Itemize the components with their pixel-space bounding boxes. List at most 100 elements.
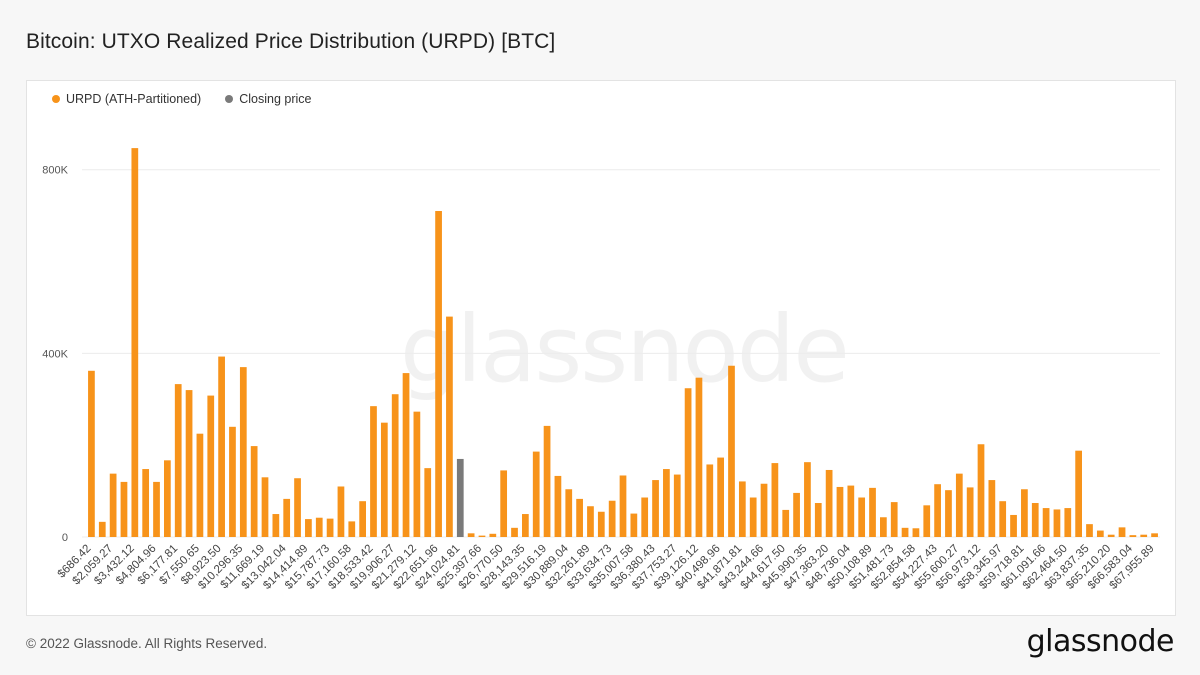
bar-35[interactable] — [467, 533, 475, 537]
bar-25[interactable] — [359, 501, 366, 537]
bar-32[interactable] — [435, 211, 442, 537]
bar-17[interactable] — [272, 514, 280, 537]
bar-73[interactable] — [880, 517, 887, 537]
bar-41[interactable] — [532, 451, 540, 537]
bar-3[interactable] — [120, 481, 128, 537]
bar-87[interactable] — [1031, 503, 1039, 537]
bar-13[interactable] — [229, 426, 236, 537]
bar-6[interactable] — [153, 481, 160, 537]
bar-72[interactable] — [869, 487, 876, 537]
bar-36[interactable] — [478, 535, 486, 537]
bar-96[interactable] — [1129, 535, 1137, 537]
bar-29[interactable] — [402, 373, 410, 537]
bar-2[interactable] — [109, 473, 117, 537]
bar-24[interactable] — [348, 521, 356, 537]
bar-91[interactable] — [1075, 450, 1082, 537]
bar-23[interactable] — [337, 486, 345, 537]
bar-98[interactable] — [1151, 533, 1158, 537]
closing-price-bar[interactable] — [456, 458, 464, 537]
bar-53[interactable] — [663, 469, 670, 537]
bar-90[interactable] — [1064, 508, 1072, 537]
bar-16[interactable] — [261, 477, 269, 537]
bar-44[interactable] — [565, 489, 573, 537]
bar-8[interactable] — [174, 384, 182, 537]
bar-31[interactable] — [424, 468, 432, 537]
bar-83[interactable] — [988, 480, 996, 537]
bar-18[interactable] — [283, 498, 291, 537]
bar-56[interactable] — [695, 377, 703, 537]
bar-14[interactable] — [239, 367, 247, 537]
bar-93[interactable] — [1096, 530, 1104, 537]
bar-82[interactable] — [977, 444, 985, 537]
bar-81[interactable] — [966, 487, 974, 537]
bar-74[interactable] — [890, 502, 898, 537]
bar-48[interactable] — [608, 500, 616, 537]
bar-33[interactable] — [446, 316, 453, 537]
bar-5[interactable] — [142, 469, 150, 537]
bar-43[interactable] — [554, 475, 562, 537]
bar-12[interactable] — [218, 356, 225, 537]
bar-51[interactable] — [641, 497, 649, 537]
legend-item-closing-price[interactable]: Closing price — [225, 92, 311, 106]
bar-70[interactable] — [847, 485, 855, 537]
bar-22[interactable] — [326, 518, 334, 537]
legend-item-urpd[interactable]: URPD (ATH-Partitioned) — [52, 92, 201, 106]
bar-9[interactable] — [185, 390, 193, 537]
bar-71[interactable] — [858, 497, 866, 537]
bar-57[interactable] — [706, 464, 714, 537]
bar-66[interactable] — [804, 462, 811, 537]
bar-55[interactable] — [684, 388, 692, 537]
bar-75[interactable] — [901, 527, 909, 537]
bar-62[interactable] — [760, 483, 768, 537]
bar-15[interactable] — [250, 446, 258, 537]
bar-54[interactable] — [673, 474, 681, 537]
bar-84[interactable] — [999, 501, 1007, 537]
bar-88[interactable] — [1042, 508, 1050, 537]
bar-65[interactable] — [793, 492, 800, 537]
bar-63[interactable] — [771, 463, 779, 537]
bar-76[interactable] — [912, 528, 920, 537]
bar-42[interactable] — [543, 425, 551, 537]
bar-80[interactable] — [955, 473, 963, 537]
bar-4[interactable] — [131, 148, 139, 538]
bar-28[interactable] — [391, 394, 399, 537]
bar-64[interactable] — [782, 509, 790, 537]
bar-27[interactable] — [380, 422, 388, 537]
bar-89[interactable] — [1053, 509, 1061, 537]
footer-logo[interactable]: glassnode — [1026, 624, 1175, 659]
bar-52[interactable] — [652, 480, 659, 537]
bar-61[interactable] — [749, 497, 757, 537]
bar-59[interactable] — [728, 365, 735, 537]
bar-26[interactable] — [370, 406, 377, 537]
bar-69[interactable] — [836, 486, 844, 537]
bar-67[interactable] — [814, 503, 822, 537]
bar-0[interactable] — [88, 370, 95, 537]
bar-97[interactable] — [1140, 534, 1148, 537]
bar-38[interactable] — [500, 470, 508, 537]
bar-21[interactable] — [315, 517, 323, 537]
bar-49[interactable] — [619, 475, 627, 537]
bar-10[interactable] — [196, 433, 204, 537]
bar-58[interactable] — [717, 457, 724, 537]
bar-11[interactable] — [207, 395, 215, 537]
bar-20[interactable] — [305, 519, 312, 537]
bar-30[interactable] — [413, 411, 421, 537]
bar-39[interactable] — [511, 527, 518, 537]
bar-50[interactable] — [630, 513, 638, 537]
bar-85[interactable] — [1010, 514, 1017, 537]
bar-7[interactable] — [164, 460, 171, 537]
bar-47[interactable] — [597, 511, 605, 537]
bar-68[interactable] — [825, 469, 833, 537]
bar-95[interactable] — [1118, 527, 1126, 537]
bar-94[interactable] — [1107, 534, 1115, 537]
bar-37[interactable] — [489, 533, 497, 537]
bar-86[interactable] — [1021, 489, 1028, 537]
bar-46[interactable] — [587, 506, 594, 537]
bar-40[interactable] — [522, 514, 529, 537]
bar-77[interactable] — [923, 505, 931, 537]
bar-1[interactable] — [98, 521, 106, 537]
bar-78[interactable] — [934, 484, 941, 537]
bar-45[interactable] — [576, 498, 583, 537]
bar-79[interactable] — [945, 490, 952, 537]
bar-19[interactable] — [294, 478, 301, 537]
